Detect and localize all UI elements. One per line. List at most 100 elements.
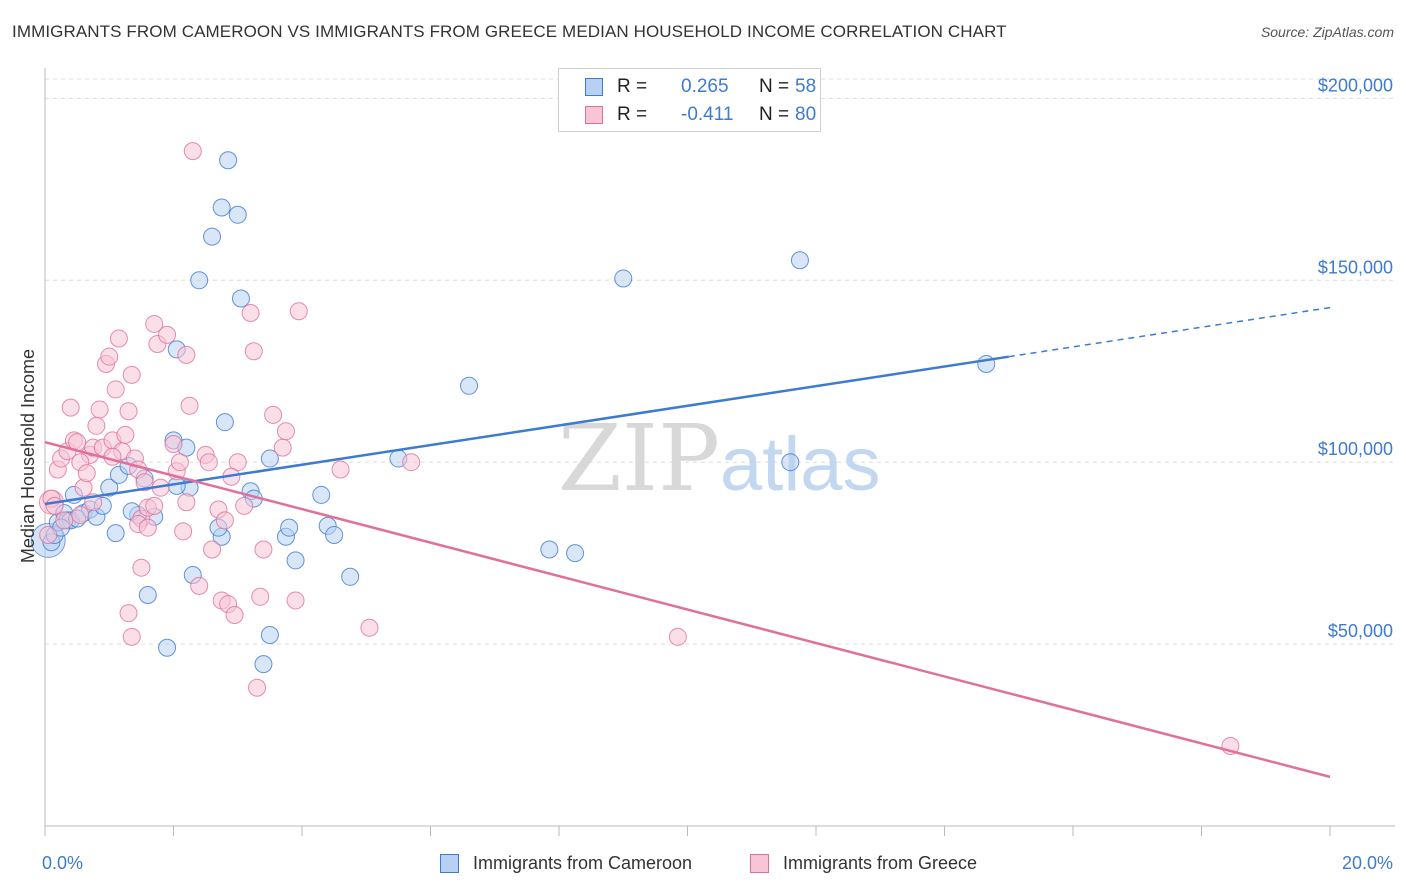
greece-point — [170, 453, 189, 472]
y-tick-label: $100,000 — [1318, 439, 1393, 459]
greece-point — [116, 425, 135, 444]
greece-point — [90, 400, 109, 419]
cameroon-point — [231, 289, 250, 308]
greece-point — [106, 380, 125, 399]
greece-point — [55, 511, 74, 530]
cameroon-point — [100, 478, 119, 497]
x-tick-label-start: 0.0% — [42, 853, 83, 873]
greece-point — [122, 627, 141, 646]
r-value: 0.265 — [681, 76, 729, 97]
n-label: N = — [759, 104, 790, 125]
greece-point — [138, 518, 157, 537]
cameroon-point — [540, 540, 559, 559]
greece-point — [276, 422, 295, 441]
axes — [44, 68, 1395, 836]
cameroon-legend-label: Immigrants from Cameroon — [473, 853, 693, 873]
greece-point — [158, 325, 177, 344]
greece-point — [331, 460, 350, 479]
greece-point — [174, 522, 193, 541]
cameroon-point — [215, 413, 234, 432]
cameroon-point — [286, 551, 305, 570]
y-tick-label: $50,000 — [1328, 621, 1393, 641]
greece-point — [264, 405, 283, 424]
greece-point — [177, 493, 196, 512]
cameroon-trend-line — [44, 355, 1009, 506]
greece-point — [402, 453, 421, 472]
greece-point — [164, 435, 183, 453]
cameroon-point — [260, 626, 279, 644]
greece-point — [145, 314, 164, 333]
cameroon-point — [614, 269, 633, 288]
cameroon-swatch — [585, 78, 603, 96]
greece-point — [668, 627, 687, 646]
cameroon-legend-swatch — [440, 854, 459, 873]
cameroon-point — [566, 544, 585, 563]
cameroon-point — [190, 271, 209, 290]
greece-point — [71, 505, 90, 524]
trend-lines — [44, 306, 1331, 779]
cameroon-point — [203, 227, 222, 246]
greece-point — [199, 453, 218, 472]
y-tick-label: $150,000 — [1318, 257, 1393, 277]
n-label: N = — [759, 76, 790, 97]
cameroon-point — [212, 198, 231, 217]
r-value: -0.411 — [681, 104, 734, 125]
data-points — [30, 142, 1240, 755]
r-label: R = — [617, 76, 648, 97]
greece-point — [145, 496, 164, 515]
watermark-atlas: atlas — [720, 422, 881, 507]
greece-point — [74, 478, 93, 497]
cameroon-point — [138, 585, 157, 604]
greece-point — [244, 342, 263, 361]
greece-point — [122, 365, 141, 384]
greece-point — [39, 525, 58, 544]
greece-point — [119, 604, 138, 623]
greece-point — [215, 511, 234, 530]
n-value: 80 — [795, 104, 817, 125]
greece-point — [254, 540, 273, 559]
y-axis-label: Median Household Income — [18, 349, 38, 563]
n-value: 58 — [795, 76, 817, 97]
greece-point — [45, 496, 64, 515]
cameroon-point — [158, 638, 177, 657]
cameroon-point — [260, 449, 279, 468]
greece-legend-swatch — [750, 854, 769, 873]
x-tick-label-end: 20.0% — [1342, 853, 1393, 873]
greece-point — [100, 347, 119, 366]
greece-point — [132, 558, 151, 577]
greece-point — [235, 496, 254, 515]
y-tick-label: $200,000 — [1318, 75, 1393, 95]
cameroon-point — [280, 518, 299, 537]
r-label: R = — [617, 104, 648, 125]
greece-point — [103, 447, 122, 466]
cameroon-point — [790, 251, 809, 270]
greece-point — [135, 473, 154, 492]
greece-point — [119, 402, 138, 421]
cameroon-point — [312, 485, 331, 504]
cameroon-point — [781, 453, 800, 472]
source-credit: Source: ZipAtlas.com — [1260, 24, 1394, 40]
cameroon-trend-extension — [1008, 306, 1331, 358]
gridlines — [45, 78, 1395, 645]
greece-point — [289, 302, 308, 321]
greece-point — [286, 591, 305, 610]
greece-point — [109, 329, 128, 348]
greece-legend-label: Immigrants from Greece — [783, 853, 978, 873]
cameroon-point — [106, 524, 125, 543]
greece-point — [203, 540, 222, 559]
cameroon-point — [325, 525, 344, 544]
cameroon-point — [228, 205, 247, 224]
cameroon-point — [341, 567, 360, 586]
greece-point — [273, 438, 292, 457]
greece-point — [61, 398, 80, 417]
greece-point — [241, 304, 260, 323]
cameroon-point — [460, 376, 479, 395]
greece-point — [248, 678, 267, 697]
cameroon-point — [254, 655, 273, 674]
cameroon-point — [219, 151, 238, 170]
greece-point — [251, 587, 270, 606]
watermark-zip: ZIP — [558, 405, 720, 512]
greece-point — [77, 464, 96, 483]
x-tick-labels: 0.0% 20.0% — [42, 853, 1393, 873]
